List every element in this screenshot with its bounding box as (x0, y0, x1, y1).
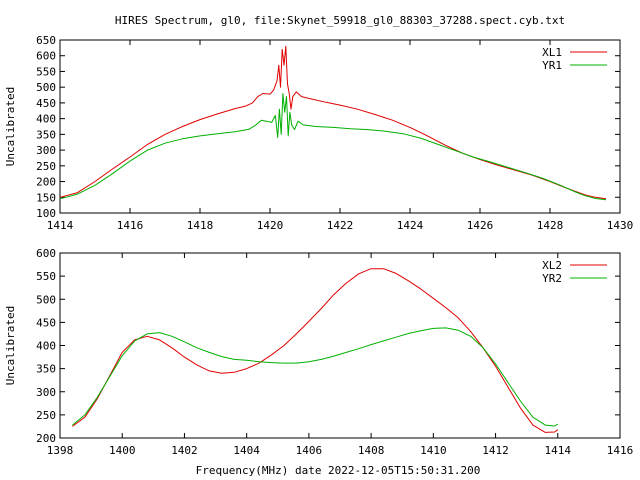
y-axis-label: Uncalibrated (4, 87, 17, 166)
x-tick-label: 1422 (327, 219, 354, 232)
y-axis-label: Uncalibrated (4, 306, 17, 385)
x-tick-label: 1428 (537, 219, 564, 232)
plot-frame (59, 39, 621, 214)
x-tick-label: 1410 (420, 444, 447, 457)
y-tick-label: 350 (36, 128, 56, 141)
y-tick-label: 550 (36, 65, 56, 78)
y-tick-label: 400 (36, 340, 56, 353)
y-tick-label: 250 (36, 160, 56, 173)
series-line-yr1 (59, 93, 607, 201)
legend-label: XL2 (542, 259, 562, 272)
chart-title: HIRES Spectrum, gl0, file:Skynet_59918_g… (115, 14, 565, 27)
y-tick-label: 100 (36, 207, 56, 220)
y-tick-label: 300 (36, 386, 56, 399)
y-tick-label: 450 (36, 316, 56, 329)
x-tick-label: 1406 (296, 444, 323, 457)
top-spectrum-panel: 1414 1416 1418 1420 1422 1424 1426 1428 1430 100 1… (4, 34, 633, 232)
y-tick-label: 600 (36, 247, 56, 260)
x-tick-label: 1426 (467, 219, 494, 232)
bottom-spectrum-panel: 1398 1400 1402 1404 1406 1408 1410 1412 1414 1416… (4, 247, 633, 457)
y-tick-label: 600 (36, 50, 56, 63)
x-tick-label: 1412 (482, 444, 509, 457)
y-tick-label: 300 (36, 144, 56, 157)
y-tick-label: 500 (36, 293, 56, 306)
y-tick-label: 150 (36, 191, 56, 204)
x-tick-label: 1414 (47, 219, 74, 232)
x-tick-label: 1400 (109, 444, 136, 457)
x-tick-label: 1414 (545, 444, 572, 457)
y-tick-label: 450 (36, 97, 56, 110)
x-tick-label: 1416 (607, 444, 634, 457)
x-tick-label: 1430 (607, 219, 634, 232)
legend-label: YR1 (542, 59, 562, 72)
y-tick-label: 650 (36, 34, 56, 47)
y-tick-label: 200 (36, 432, 56, 445)
x-tick-label: 1398 (47, 444, 74, 457)
legend-label: YR2 (542, 272, 562, 285)
plot-frame (59, 252, 621, 439)
y-tick-label: 200 (36, 176, 56, 189)
x-tick-label: 1424 (397, 219, 424, 232)
series-line-xl1 (59, 45, 607, 200)
y-tick-label: 500 (36, 81, 56, 94)
y-tick-label: 250 (36, 409, 56, 422)
x-tick-label: 1404 (233, 444, 260, 457)
series-line-yr2 (72, 327, 559, 427)
x-tick-label: 1408 (358, 444, 385, 457)
x-tick-label: 1402 (171, 444, 198, 457)
x-tick-label: 1420 (257, 219, 284, 232)
y-tick-label: 550 (36, 270, 56, 283)
legend-label: XL1 (542, 46, 562, 59)
x-tick-label: 1418 (187, 219, 214, 232)
y-tick-label: 350 (36, 363, 56, 376)
y-tick-label: 400 (36, 113, 56, 126)
x-tick-label: 1416 (117, 219, 144, 232)
x-axis-label: Frequency(MHz) date 2022-12-05T15:50:31.… (196, 464, 481, 477)
